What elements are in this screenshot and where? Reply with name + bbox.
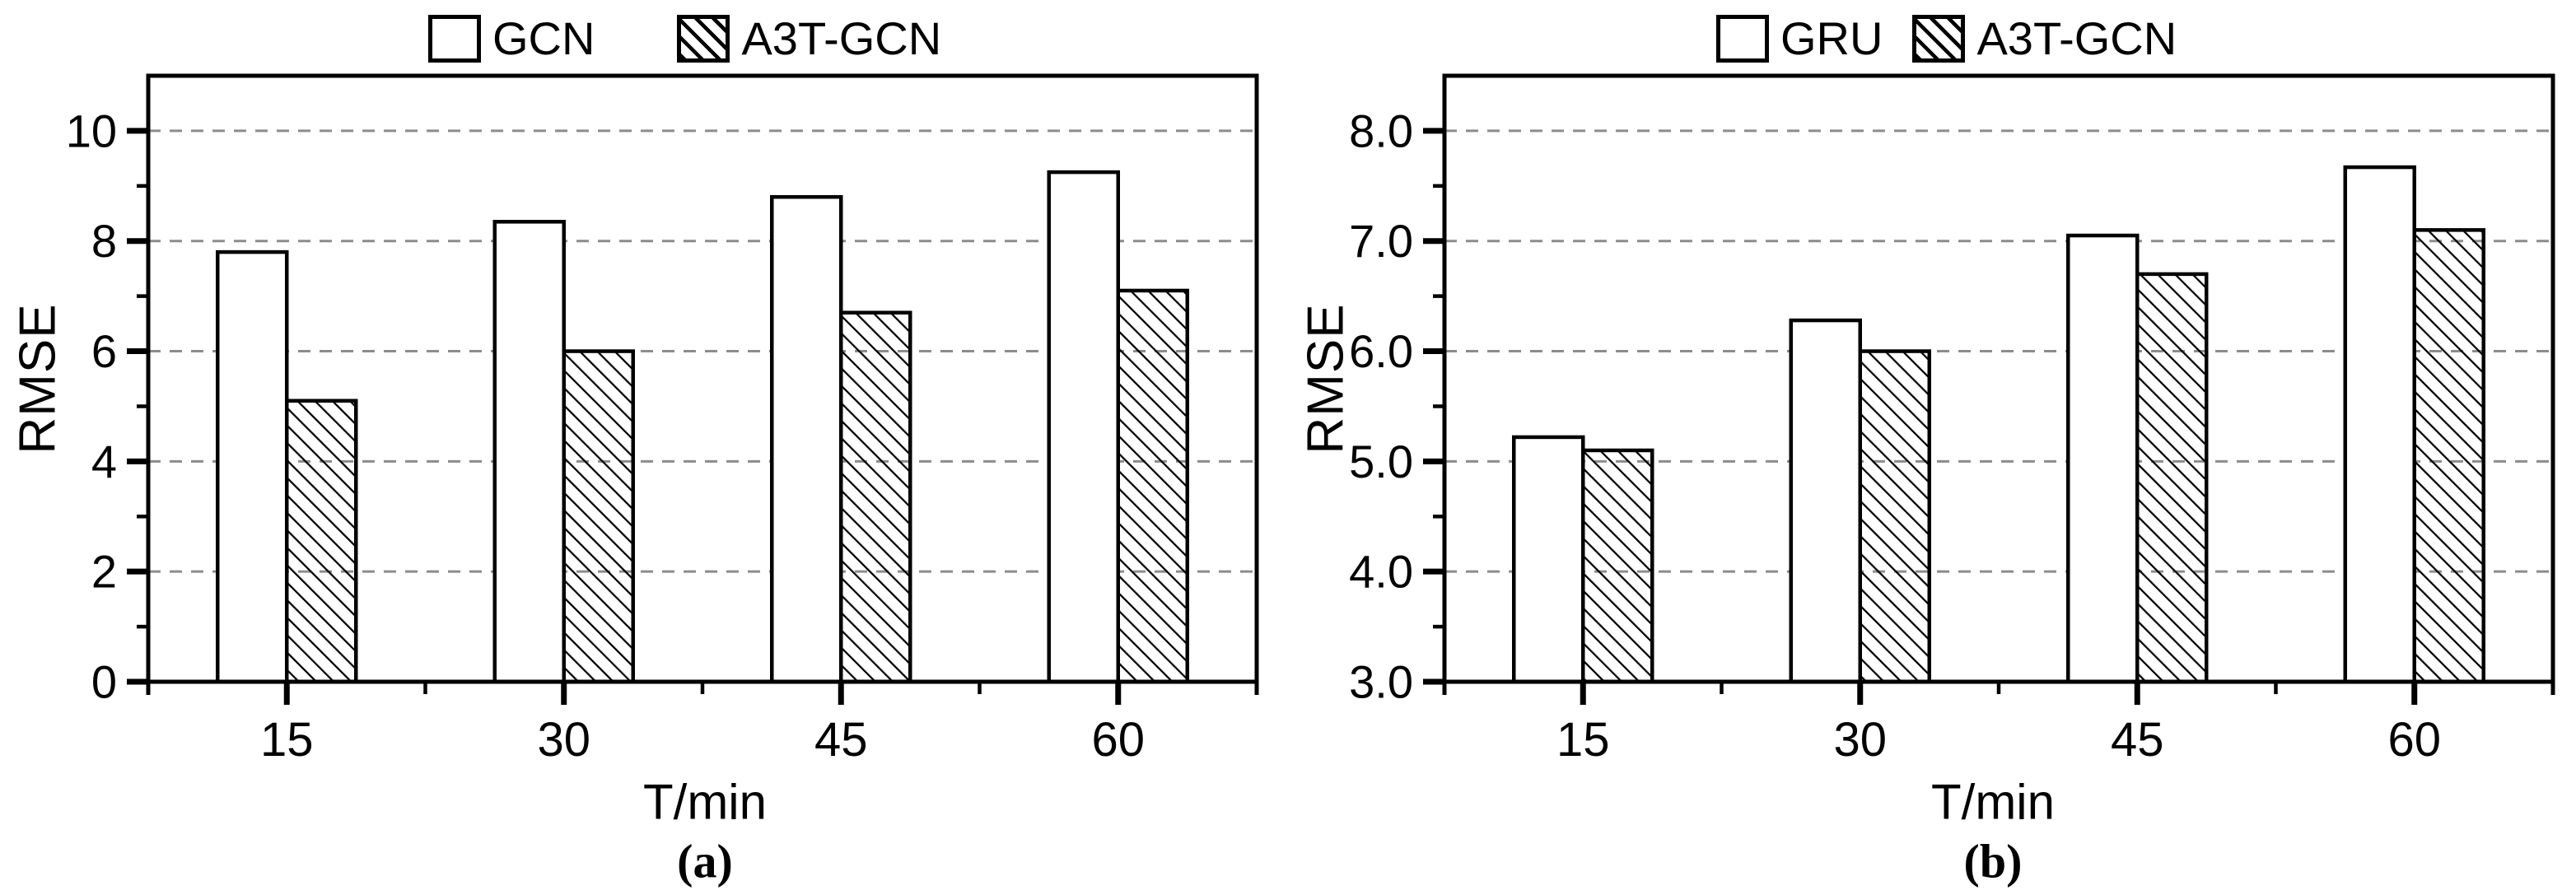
legend-label: A3T-GCN (741, 12, 942, 64)
y-tick-label: 0 (91, 656, 117, 708)
y-tick-label: 5.0 (1349, 436, 1413, 487)
bar-a3t-gcn-15 (1581, 448, 1654, 684)
legend-item-gcn: GCN (428, 15, 595, 63)
bar-a3t-gcn-60 (1116, 288, 1189, 684)
y-tick-label: 6 (91, 325, 117, 377)
x-tick-label: 60 (1091, 713, 1145, 767)
y-axis-label: RMSE (1297, 303, 1355, 454)
x-tick-label: 60 (2387, 713, 2441, 767)
x-axis-label: T/min (643, 774, 767, 830)
y-tick-label: 7.0 (1349, 215, 1413, 267)
x-tick-label: 45 (814, 713, 868, 767)
y-tick-label: 4 (91, 436, 117, 487)
bar-gcn-30 (492, 220, 566, 684)
legend-label: GRU (1780, 12, 1883, 64)
bar-gru-45 (2066, 233, 2140, 684)
legend-label: A3T-GCN (1976, 12, 2177, 64)
chart-a-plot: 0 2 4 6 8 10 15 30 45 60 (66, 73, 1259, 767)
bar-a3t-gcn-45 (839, 310, 912, 684)
chart-a-panel: GCN A3T-GCN 0 2 4 6 8 10 15 30 45 60 RMSE T/min (… (9, 15, 1259, 888)
legend-swatch-hatch (1912, 15, 1966, 63)
bar-a3t-gcn-30 (1858, 349, 1931, 684)
chart-b-plot: 3.0 4.0 5.0 6.0 7.0 8.0 15 30 45 60 (1349, 73, 2555, 767)
legend-item-a3t-gcn: A3T-GCN (677, 15, 941, 63)
y-tick-label: 4.0 (1349, 546, 1413, 598)
x-tick-label: 45 (2111, 713, 2164, 767)
bar-gcn-15 (216, 249, 289, 684)
bar-a3t-gcn-30 (562, 349, 635, 684)
y-tick-label: 6.0 (1349, 325, 1413, 377)
subfigure-caption: (b) (1963, 834, 2023, 888)
y-tick-label: 8 (91, 215, 117, 267)
bar-gcn-60 (1047, 170, 1120, 684)
x-tick-label: 15 (1556, 713, 1610, 767)
x-tick-label: 30 (1833, 713, 1887, 767)
bar-gru-30 (1789, 318, 1862, 684)
subfigure-caption: (a) (677, 834, 733, 888)
legend-item-a3t-gcn: A3T-GCN (1912, 15, 2177, 63)
y-tick-label: 3.0 (1349, 656, 1413, 708)
legend-swatch-solid (1716, 15, 1769, 63)
bar-a3t-gcn-45 (2135, 272, 2209, 684)
bar-gru-15 (1512, 435, 1585, 684)
legend-label: GCN (492, 12, 595, 64)
bar-gcn-45 (770, 194, 843, 684)
x-axis-label: T/min (1931, 774, 2055, 830)
y-tick-label: 2 (91, 546, 117, 598)
x-tick-label: 15 (260, 713, 314, 767)
y-axis-label: RMSE (9, 303, 67, 454)
y-tick-label: 8.0 (1349, 105, 1413, 156)
bar-a3t-gcn-15 (285, 399, 358, 684)
x-tick-label: 30 (537, 713, 590, 767)
y-tick-label: 10 (66, 105, 117, 156)
legend-swatch-hatch (677, 15, 730, 63)
legend-swatch-solid (428, 15, 481, 63)
bar-a3t-gcn-60 (2412, 228, 2485, 684)
bar-gru-60 (2343, 165, 2416, 684)
legend-item-gru: GRU (1716, 15, 1883, 63)
legend-a: GCN A3T-GCN (428, 15, 941, 63)
legend-b: GRU A3T-GCN (1716, 15, 2177, 63)
chart-b-panel: GRU A3T-GCN 3.0 4.0 5.0 6.0 7.0 8.0 15 30 45 60 R… (1288, 0, 2576, 895)
